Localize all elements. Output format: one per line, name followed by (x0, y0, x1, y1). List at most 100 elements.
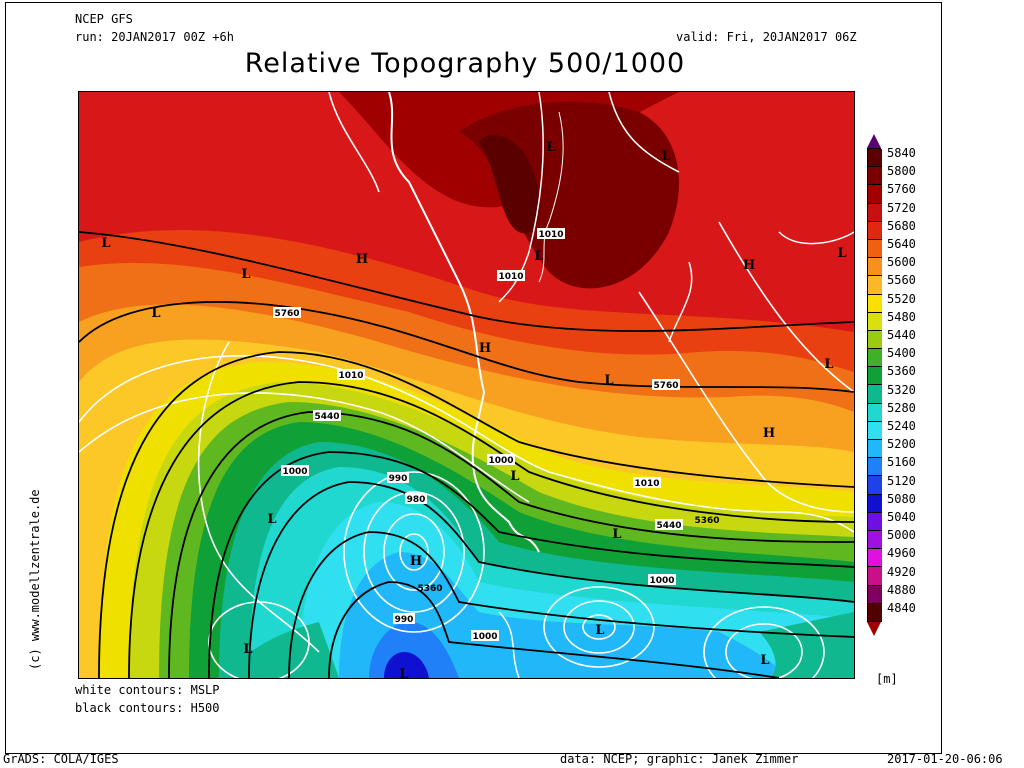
colorbar-label: 5840 (887, 146, 916, 160)
weather-map: L L L L H L L H H L L L L H L L H L L L … (78, 91, 855, 679)
colorbar-cell (868, 549, 882, 568)
colorbar-cell (868, 203, 882, 222)
contour-label: 5360 (694, 516, 719, 526)
colorbar-label: 4960 (887, 546, 916, 561)
contour-label: 5760 (274, 309, 299, 319)
colorbar-cell (868, 312, 882, 331)
contour-label: 1010 (634, 479, 659, 489)
colorbar-label: 5680 (887, 218, 916, 233)
low-center: L (243, 642, 252, 657)
colorbar-label: 5520 (887, 291, 916, 306)
high-center: H (763, 426, 775, 441)
colorbar-cell (868, 403, 882, 422)
colorbar-label: 5800 (887, 164, 916, 179)
colorbar-cell (868, 330, 882, 350)
low-center: L (534, 249, 543, 264)
contour-label: 1010 (498, 272, 523, 282)
low-center: H (410, 554, 422, 569)
colorbar-label: 5000 (887, 528, 916, 543)
low-center: L (837, 246, 846, 261)
colorbar-cell (868, 221, 882, 240)
low-center: L (101, 236, 110, 251)
colorbar-label: 5120 (887, 473, 916, 488)
colorbar-cell (868, 276, 882, 295)
colorbar-cell (868, 349, 882, 368)
high-center: H (479, 341, 491, 356)
colorbar-label: 4840 (887, 601, 916, 615)
colorbar-cell (868, 294, 882, 313)
colorbar-label: 5720 (887, 200, 916, 215)
colorbar-label: 5640 (887, 237, 916, 251)
low-center: L (661, 149, 670, 164)
colorbar-label: 4880 (887, 582, 916, 597)
low-center: L (399, 667, 408, 678)
colorbar-label: 5480 (887, 309, 916, 324)
low-center: L (267, 512, 276, 527)
low-center: L (510, 469, 519, 484)
colorbar-cell (868, 494, 882, 513)
low-center: L (151, 306, 160, 321)
contour-label: 1000 (472, 632, 497, 642)
colorbar-label: 5160 (887, 455, 916, 470)
contour-label: 1000 (649, 576, 674, 586)
colorbar-cell (868, 512, 882, 531)
colorbar-cell (868, 585, 882, 604)
low-center: L (824, 357, 833, 372)
footer-timestamp: 2017-01-20-06:06 (887, 752, 1003, 766)
colorbar-label: 5200 (887, 437, 916, 452)
contour-label: 990 (389, 474, 408, 484)
colorbar-label: 5400 (887, 346, 916, 361)
low-center: L (760, 653, 769, 668)
colorbar-cell (868, 149, 882, 168)
footer-credit: data: NCEP; graphic: Janek Zimmer (560, 752, 799, 766)
contour-label: 1010 (538, 230, 563, 240)
colorbar-cell (868, 239, 882, 259)
low-center: L (595, 623, 604, 638)
colorbar-label: 5280 (887, 400, 916, 415)
colorbar-cell (868, 567, 882, 586)
contour-label: 5440 (314, 412, 339, 422)
colorbar-cell (868, 167, 882, 186)
low-center: L (604, 373, 613, 388)
colorbar-top-arrow (867, 134, 881, 148)
colorbar-cell (868, 603, 882, 622)
colorbar-cell (868, 530, 882, 550)
contour-label: 1000 (488, 456, 513, 466)
colorbar (867, 134, 882, 636)
valid-time: valid: Fri, 20JAN2017 06Z (676, 30, 857, 44)
colorbar-label: 4920 (887, 564, 916, 579)
colorbar-label: 5560 (887, 273, 916, 288)
low-center: L (241, 267, 250, 282)
colorbar-cell (868, 385, 882, 404)
colorbar-label: 5360 (887, 364, 916, 379)
colorbar-cell (868, 421, 882, 440)
credit-vertical: (c) www.modellzentrale.de (28, 489, 42, 670)
colorbar-label: 5040 (887, 510, 916, 524)
colorbar-label: 5760 (887, 182, 916, 197)
run-time: run: 20JAN2017 00Z +6h (75, 30, 234, 44)
map-title: Relative Topography 500/1000 (244, 48, 686, 79)
legend-black-contours: black contours: H500 (75, 701, 220, 715)
colorbar-bottom-arrow (867, 621, 881, 636)
footer-software: GrADS: COLA/IGES (3, 752, 119, 766)
contour-label: 990 (395, 615, 414, 625)
model-name: NCEP GFS (75, 12, 133, 26)
high-center: H (356, 252, 368, 267)
low-center: L (546, 140, 555, 155)
colorbar-label: 5600 (887, 255, 916, 270)
legend-white-contours: white contours: MSLP (75, 683, 220, 697)
contour-label: 1010 (338, 371, 363, 381)
colorbar-label: 5440 (887, 328, 916, 342)
high-center: H (743, 258, 755, 273)
colorbar-cell (868, 476, 882, 495)
colorbar-cell (868, 367, 882, 386)
contour-label: 5440 (656, 521, 681, 531)
colorbar-cell (868, 258, 882, 277)
colorbar-label: 5320 (887, 382, 916, 397)
colorbar-unit: [m] (876, 672, 898, 686)
colorbar-cell (868, 458, 882, 477)
contour-label: 1000 (282, 467, 307, 477)
colorbar-cell (868, 440, 882, 459)
colorbar-label: 5240 (887, 419, 916, 433)
colorbar-label: 5080 (887, 491, 916, 506)
